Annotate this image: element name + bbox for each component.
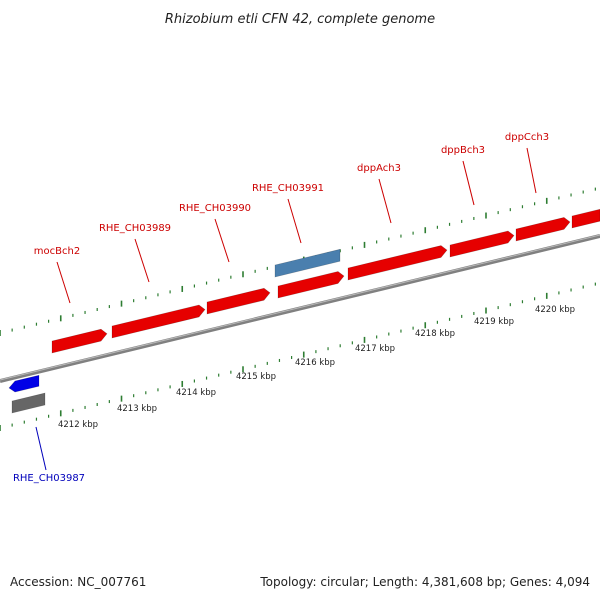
gene-labels: mocBch2 RHE_CH03989 RHE_CH03990RHE_CH03991…	[13, 132, 549, 484]
leader-line-dppAch3	[378, 178, 392, 224]
gene-arrow-mocBch2	[51, 328, 108, 354]
bottom-tick-row	[0, 282, 596, 431]
leader-line-RHE_CH03990	[214, 218, 230, 263]
gene-features	[8, 208, 600, 414]
leader-line-dppBch3	[462, 160, 475, 206]
kbp-label: 4216 kbp	[295, 358, 335, 368]
gene-label-dppCch3: dppCch3	[505, 132, 549, 143]
leader-line-RHE_CH03987	[35, 426, 47, 471]
gene-arrow-next	[571, 208, 600, 229]
genome-backbone	[0, 234, 600, 383]
gene-label-RHE_CH03991: RHE_CH03991	[252, 183, 324, 194]
kbp-label: 4213 kbp	[117, 404, 157, 414]
kbp-label: 4219 kbp	[474, 317, 514, 327]
gene-label-RHE_CH03989: RHE_CH03989	[99, 223, 171, 234]
gene-arrow-RHE_CH03990	[206, 287, 271, 315]
kbp-label: 4217 kbp	[355, 344, 395, 354]
gene-arrow-RHE_CH03991	[277, 271, 345, 299]
gene-highlight-bar	[274, 248, 341, 278]
gene-label-RHE_CH03990: RHE_CH03990	[179, 203, 251, 214]
kbp-label: 4218 kbp	[415, 329, 455, 339]
gene-arrow-RHE_CH03989	[111, 304, 206, 339]
gene-label-dppBch3: dppBch3	[441, 145, 485, 156]
kbp-label: 4212 kbp	[58, 420, 98, 430]
kbp-label: 4215 kbp	[236, 372, 276, 382]
gene-label-mocBch2: mocBch2	[34, 246, 80, 257]
gene-label-dppAch3: dppAch3	[357, 163, 401, 174]
accession-text: Accession: NC_007761	[10, 575, 146, 589]
map-title: Rhizobium etli CFN 42, complete genome	[165, 12, 435, 27]
leader-line-RHE_CH03989	[134, 238, 150, 283]
genome-summary-text: Topology: circular; Length: 4,381,608 bp…	[259, 575, 590, 589]
leader-line-mocBch2	[56, 261, 71, 304]
gray-feature-bar	[11, 392, 46, 414]
gene-arrow-dppBch3	[449, 230, 515, 258]
kbp-label: 4214 kbp	[176, 388, 216, 398]
gene-arrow-dppCch3	[515, 217, 571, 242]
gene-arrow-RHE_CH03987	[8, 374, 40, 393]
leader-line-dppCch3	[526, 147, 537, 194]
leader-line-RHE_CH03991	[287, 198, 302, 244]
kbp-labels: 4212 kbp 4213 kbp 4214 kbp 4215 kbp 4216 kbp…	[58, 305, 575, 430]
gene-label-RHE_CH03987: RHE_CH03987	[13, 473, 85, 484]
genome-backbone-highlight	[0, 234, 600, 381]
gene-arrow-dppAch3	[347, 245, 448, 281]
kbp-label: 4220 kbp	[535, 305, 575, 315]
